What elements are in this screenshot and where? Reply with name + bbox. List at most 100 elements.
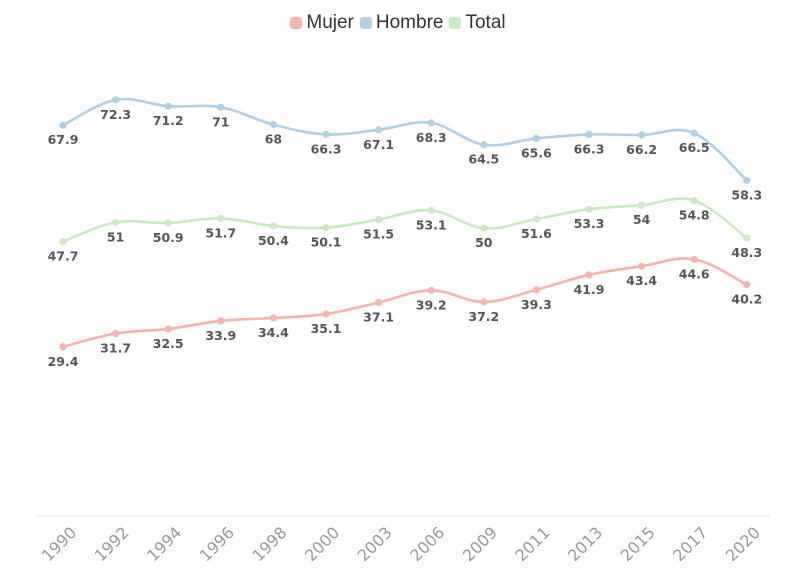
data-point-total	[269, 222, 277, 230]
data-point-hombre	[217, 103, 225, 111]
x-tick-label: 1990	[38, 523, 80, 565]
legend-swatch	[449, 17, 462, 29]
data-label-total: 50.1	[311, 235, 342, 250]
data-label-total: 51	[107, 229, 124, 244]
data-label-hombre: 66.2	[626, 142, 657, 157]
data-label-total: 50.9	[153, 230, 184, 245]
data-label-mujer: 41.9	[574, 282, 605, 297]
data-label-hombre: 67.9	[48, 132, 79, 147]
data-label-hombre: 66.3	[574, 141, 605, 156]
data-label-total: 51.5	[363, 227, 394, 242]
data-label-mujer: 33.9	[205, 328, 236, 343]
data-point-mujer	[112, 329, 120, 338]
series-hombre: 67.9 72.3 71.2 71 68 66.3 67.1 68.3 64.5 65.6 66.3…	[48, 96, 762, 202]
data-point-hombre	[690, 129, 698, 137]
data-point-mujer	[638, 262, 646, 270]
series-line-hombre	[61, 97, 749, 182]
data-point-total	[112, 218, 120, 227]
data-point-hombre	[532, 134, 541, 143]
data-label-total: 53.3	[574, 216, 605, 231]
legend-swatch	[359, 17, 372, 29]
data-point-hombre	[427, 119, 435, 127]
data-label-hombre: 65.6	[521, 145, 552, 160]
data-label-mujer: 44.6	[679, 266, 710, 281]
x-tick-label: 1992	[91, 523, 133, 565]
data-point-total	[217, 214, 225, 223]
legend-item-total[interactable]: Total	[449, 12, 506, 34]
data-label-mujer: 37.2	[468, 309, 499, 324]
data-label-mujer: 39.2	[416, 297, 447, 312]
data-point-hombre	[59, 121, 67, 129]
legend-label: Total	[465, 12, 506, 33]
data-label-hombre: 66.3	[311, 141, 342, 156]
legend: Mujer Hombre Total	[0, 12, 796, 34]
data-point-mujer	[164, 325, 172, 333]
data-label-mujer: 32.5	[153, 336, 184, 351]
data-point-total	[532, 215, 541, 223]
data-label-hombre: 72.3	[100, 107, 131, 122]
data-label-total: 47.7	[48, 248, 79, 263]
data-point-total	[375, 215, 383, 224]
x-tick-label: 2003	[354, 523, 396, 565]
data-point-mujer	[690, 255, 698, 263]
data-label-hombre: 64.5	[468, 152, 499, 167]
data-point-hombre	[112, 96, 120, 104]
x-tick-label: 2009	[459, 523, 501, 565]
data-point-hombre	[164, 102, 172, 110]
data-label-hombre: 58.3	[731, 187, 762, 202]
legend-item-mujer[interactable]: Mujer	[290, 12, 354, 34]
data-label-total: 50.4	[258, 233, 289, 248]
x-tick-label: 2020	[722, 523, 764, 565]
data-point-hombre	[375, 126, 383, 134]
data-point-mujer	[427, 286, 435, 294]
data-point-total	[690, 196, 698, 205]
data-point-mujer	[743, 281, 751, 289]
data-point-total	[480, 224, 488, 232]
data-point-total	[322, 224, 330, 232]
data-label-mujer: 37.1	[363, 309, 394, 324]
data-label-total: 51.6	[521, 226, 552, 241]
data-point-mujer	[532, 286, 541, 294]
x-tick-label: 2011	[511, 523, 553, 565]
data-point-total	[59, 237, 67, 246]
x-tick-label: 1998	[248, 523, 290, 565]
x-tick-label: 2013	[564, 523, 606, 565]
data-point-mujer	[375, 298, 383, 307]
data-label-total: 50	[475, 235, 493, 250]
data-point-mujer	[585, 271, 593, 279]
data-label-mujer: 31.7	[100, 341, 131, 356]
data-label-mujer: 35.1	[311, 321, 342, 336]
data-label-hombre: 71	[212, 114, 229, 129]
data-label-total: 48.3	[731, 245, 762, 260]
data-point-mujer	[322, 310, 330, 318]
data-label-total: 54.8	[679, 208, 710, 223]
data-label-total: 54	[633, 212, 651, 227]
data-label-total: 51.7	[205, 225, 236, 240]
x-tick-label: 1996	[196, 523, 238, 565]
series-mujer: 29.4 31.7 32.5 33.9 34.4 35.1 37.1 39.2 37.2 39.3…	[48, 255, 762, 369]
data-point-total	[638, 201, 646, 209]
data-label-mujer: 29.4	[48, 354, 79, 369]
data-label-hombre: 66.5	[679, 140, 710, 155]
data-point-total	[585, 205, 593, 213]
data-point-mujer	[269, 314, 277, 322]
data-point-hombre	[269, 120, 277, 129]
data-label-total: 53.1	[416, 217, 447, 232]
legend-label: Hombre	[375, 12, 444, 33]
data-point-total	[164, 219, 172, 227]
data-label-hombre: 71.2	[153, 113, 184, 128]
x-tick-label: 2015	[617, 523, 659, 565]
legend-item-hombre[interactable]: Hombre	[359, 12, 444, 34]
data-point-hombre	[743, 176, 751, 185]
data-point-hombre	[322, 130, 330, 138]
data-point-hombre	[585, 130, 593, 138]
x-tick-label: 2006	[406, 523, 448, 565]
data-label-hombre: 67.1	[363, 137, 394, 152]
data-point-mujer	[59, 343, 67, 351]
series-line-mujer	[61, 257, 749, 349]
legend-swatch	[290, 17, 303, 29]
series-total: 47.7 51 50.9 51.7 50.4 50.1 51.5 53.1 50 51.6 53.3…	[48, 196, 762, 263]
x-tick-label: 1994	[143, 523, 185, 565]
data-label-mujer: 40.2	[731, 292, 762, 307]
